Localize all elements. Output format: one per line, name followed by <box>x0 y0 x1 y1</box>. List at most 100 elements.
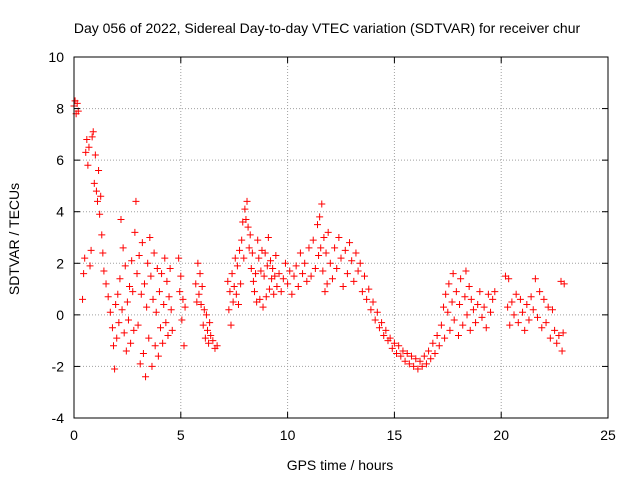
data-point <box>367 306 375 314</box>
data-point <box>138 239 146 247</box>
data-point <box>305 244 313 252</box>
data-point <box>378 319 386 327</box>
data-point <box>371 316 379 324</box>
data-point <box>237 280 245 288</box>
data-point <box>117 215 125 223</box>
data-point <box>249 277 257 285</box>
data-point <box>134 321 142 329</box>
data-point <box>314 221 322 229</box>
data-point <box>111 365 119 373</box>
data-point <box>120 329 128 337</box>
data-point <box>175 254 183 262</box>
data-point <box>265 285 273 293</box>
data-point <box>163 277 171 285</box>
data-point <box>115 319 123 327</box>
data-point <box>393 350 401 358</box>
data-point <box>454 331 462 339</box>
grid-lines <box>74 57 608 418</box>
x-tick-label: 25 <box>600 427 616 443</box>
data-point <box>257 267 265 275</box>
data-point <box>395 342 403 350</box>
data-point <box>204 326 211 334</box>
data-point <box>104 293 112 301</box>
data-point <box>194 259 202 267</box>
data-point <box>529 306 537 314</box>
data-point <box>158 270 166 278</box>
data-point <box>102 280 110 288</box>
data-point <box>516 295 524 303</box>
data-point <box>472 319 480 327</box>
data-point <box>512 290 520 298</box>
data-point <box>100 267 108 275</box>
data-point <box>178 316 186 324</box>
data-point <box>95 166 103 174</box>
data-point <box>231 254 239 262</box>
data-point <box>277 288 285 296</box>
data-point <box>209 337 217 345</box>
data-point <box>130 326 138 334</box>
data-point <box>476 288 484 296</box>
data-point <box>205 339 213 347</box>
data-point <box>92 187 100 195</box>
data-point <box>521 326 529 334</box>
x-tick-label: 10 <box>280 427 296 443</box>
data-points <box>70 97 568 381</box>
data-point <box>113 334 121 342</box>
data-point <box>397 352 405 360</box>
data-point <box>407 352 415 360</box>
data-point <box>399 347 407 355</box>
data-point <box>89 128 97 136</box>
data-point <box>229 298 237 306</box>
data-point <box>422 360 430 368</box>
data-point <box>240 254 248 262</box>
data-point <box>323 280 331 288</box>
data-point <box>81 254 89 262</box>
data-point <box>553 339 561 347</box>
data-point <box>445 280 453 288</box>
data-point <box>82 148 90 156</box>
data-point <box>459 321 467 329</box>
data-point <box>263 262 271 270</box>
data-point <box>442 290 450 298</box>
data-point <box>108 324 116 332</box>
data-point <box>106 308 114 316</box>
data-point <box>248 249 256 257</box>
data-point <box>531 275 539 283</box>
data-point <box>207 331 215 339</box>
data-point <box>245 244 253 252</box>
data-point <box>110 342 118 350</box>
data-point <box>234 301 242 309</box>
data-point <box>226 288 234 296</box>
data-point <box>523 301 531 309</box>
data-point <box>146 234 154 241</box>
data-point <box>510 311 518 319</box>
data-point <box>196 270 204 278</box>
x-tick-label: 5 <box>177 427 185 443</box>
y-tick-label: 10 <box>48 49 64 65</box>
data-point <box>180 342 188 350</box>
data-point <box>86 262 94 270</box>
data-point <box>116 275 124 283</box>
data-point <box>316 213 324 221</box>
data-point <box>559 329 567 337</box>
x-tick-label: 20 <box>493 427 509 443</box>
data-point <box>151 342 159 350</box>
data-point <box>363 295 371 303</box>
data-point <box>129 288 137 296</box>
data-point <box>150 249 158 257</box>
data-point <box>467 295 475 303</box>
data-point <box>206 319 214 327</box>
data-point <box>441 334 449 342</box>
data-point <box>375 324 383 332</box>
data-point <box>446 326 454 334</box>
data-point <box>96 210 104 218</box>
data-point <box>358 288 366 296</box>
data-point <box>544 303 552 311</box>
data-point <box>320 234 328 241</box>
data-point <box>410 362 418 370</box>
data-point <box>337 254 345 262</box>
data-point <box>119 244 127 252</box>
x-tick-label: 15 <box>387 427 403 443</box>
data-point <box>373 308 381 316</box>
data-point <box>540 295 548 303</box>
